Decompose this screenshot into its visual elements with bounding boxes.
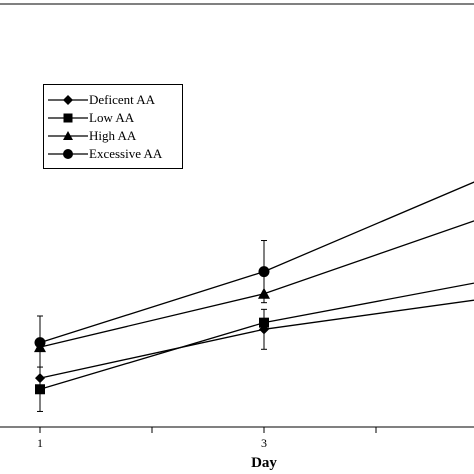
series-markers <box>34 266 270 395</box>
series-line-excessive-aa <box>39 181 474 344</box>
x-axis-ticks <box>39 427 377 433</box>
x-tick-label-1: 1 <box>37 436 43 450</box>
legend-label-low-aa: Low AA <box>89 110 135 125</box>
data-point-low-aa-1 <box>259 317 269 328</box>
series-line-low-aa <box>39 282 474 390</box>
series-line-deficent-aa <box>39 299 474 379</box>
data-point-excessive-aa-1 <box>258 266 270 278</box>
legend-label-high-aa: High AA <box>89 128 137 143</box>
triangle-marker-icon <box>48 131 88 140</box>
data-point-high-aa-1 <box>258 287 270 299</box>
legend-label-excessive-aa: Excessive AA <box>89 146 163 161</box>
circle-marker-icon <box>48 149 88 159</box>
square-marker-icon <box>48 113 88 123</box>
error-bars <box>37 240 267 412</box>
series-line-high-aa <box>39 220 474 348</box>
legend-item-excessive-aa: Excessive AA <box>44 145 182 163</box>
series-lines <box>39 181 474 390</box>
data-point-low-aa-0 <box>35 384 45 395</box>
data-point-deficent-aa-0 <box>35 373 45 384</box>
legend-item-deficent-aa: Deficent AA <box>44 91 182 109</box>
x-tick-label-3: 3 <box>261 436 267 450</box>
legend: Deficent AA Low AA High AA Excessive AA <box>43 84 183 169</box>
data-point-excessive-aa-0 <box>34 337 46 349</box>
x-axis-title: Day <box>251 455 277 471</box>
legend-label-deficent-aa: Deficent AA <box>89 92 156 107</box>
legend-item-low-aa: Low AA <box>44 109 182 127</box>
diamond-marker-icon <box>48 95 88 105</box>
legend-item-high-aa: High AA <box>44 127 182 145</box>
